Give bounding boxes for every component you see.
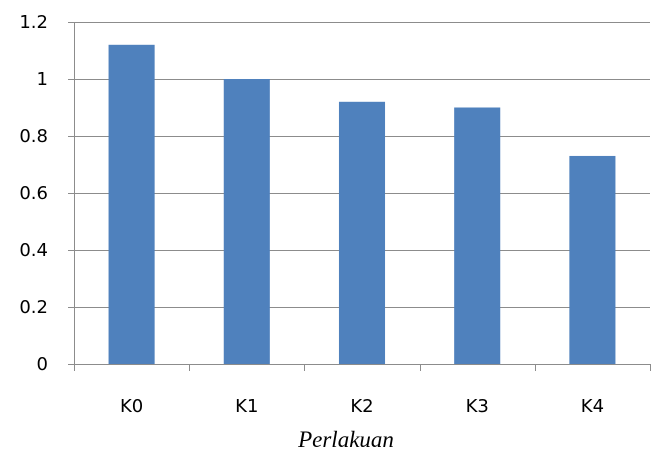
bar-k1 <box>223 79 270 364</box>
x-tick-label: K4 <box>581 396 604 417</box>
bars <box>108 44 616 365</box>
x-tick-label: K0 <box>120 396 143 417</box>
y-tick-label: 0.4 <box>19 240 48 261</box>
x-tick-label: K3 <box>466 396 489 417</box>
bar-k3 <box>454 107 501 364</box>
y-tick-label: 1 <box>37 69 48 90</box>
y-tick-label: 0.8 <box>19 126 48 147</box>
y-tick-label: 0.2 <box>19 297 48 318</box>
x-tick-labels: K0 K1 K2 K3 K4 <box>120 396 604 417</box>
x-tick-label: K2 <box>350 396 373 417</box>
y-tick-label: 0.6 <box>19 183 48 204</box>
y-tick-labels: 0 0.2 0.4 0.6 0.8 1 1.2 <box>19 12 48 375</box>
bar-k2 <box>338 101 386 365</box>
axes <box>68 22 651 371</box>
y-tick-label: 1.2 <box>19 12 48 33</box>
y-tick-label: 0 <box>37 354 48 375</box>
bar-k4 <box>569 155 616 364</box>
x-tick-label: K1 <box>235 396 258 417</box>
x-axis-title: Perlakuan <box>297 427 394 452</box>
bar-k0 <box>108 44 155 365</box>
